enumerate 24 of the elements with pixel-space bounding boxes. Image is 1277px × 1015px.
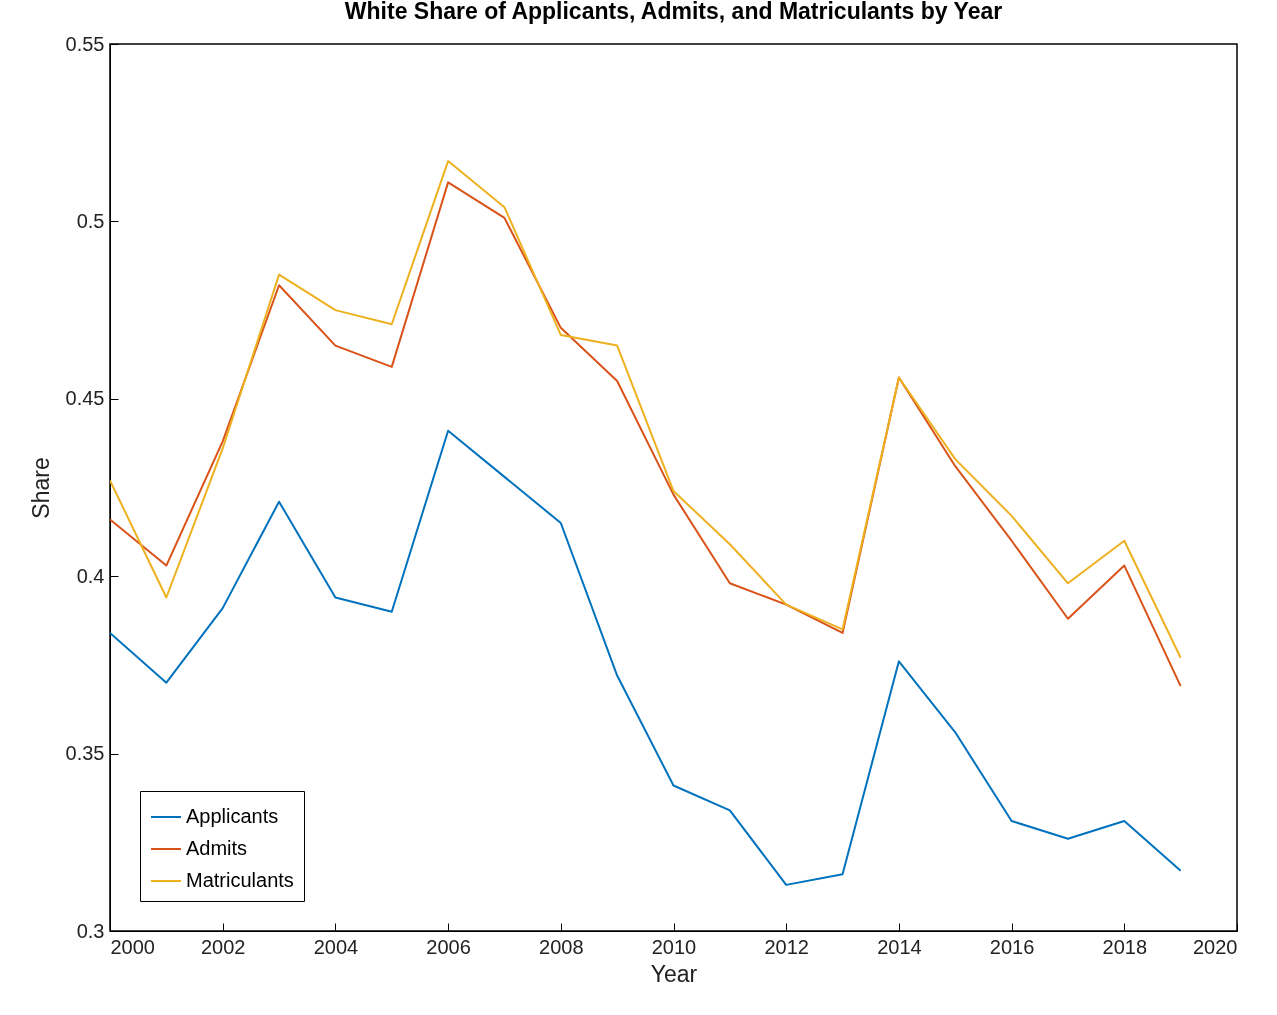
line-series <box>110 429 1182 886</box>
x-tick-label: 2010 <box>651 935 697 958</box>
y-tick-label: 0.4 <box>76 564 105 587</box>
chart-title: White Share of Applicants, Admits, and Matriculants by Year <box>344 0 1003 24</box>
y-tick-label: 0.5 <box>76 209 105 232</box>
x-tick-label: 2002 <box>200 935 246 958</box>
y-tick-label: 0.35 <box>65 742 105 765</box>
legend-label: Applicants <box>186 805 279 827</box>
y-tick-label: 0.55 <box>65 32 105 55</box>
legend-label: Admits <box>186 837 248 859</box>
x-tick-label: 2014 <box>877 935 922 958</box>
y-tick-label: 0.45 <box>65 387 105 410</box>
x-tick-label: 2020 <box>1193 935 1238 958</box>
x-tick-label: 2016 <box>989 935 1035 958</box>
x-tick-label: 2006 <box>426 935 471 958</box>
x-axis-title: Year <box>650 960 698 987</box>
legend-label: Matriculants <box>186 869 294 891</box>
x-tick-label: 2012 <box>764 935 809 958</box>
y-axis-title: Share <box>27 457 54 519</box>
y-tick-label: 0.3 <box>76 919 105 942</box>
x-tick-label: 2004 <box>313 935 359 958</box>
x-tick-label: 2018 <box>1102 935 1148 958</box>
x-tick-label: 2008 <box>539 935 584 958</box>
x-tick-label: 2000 <box>110 935 155 958</box>
